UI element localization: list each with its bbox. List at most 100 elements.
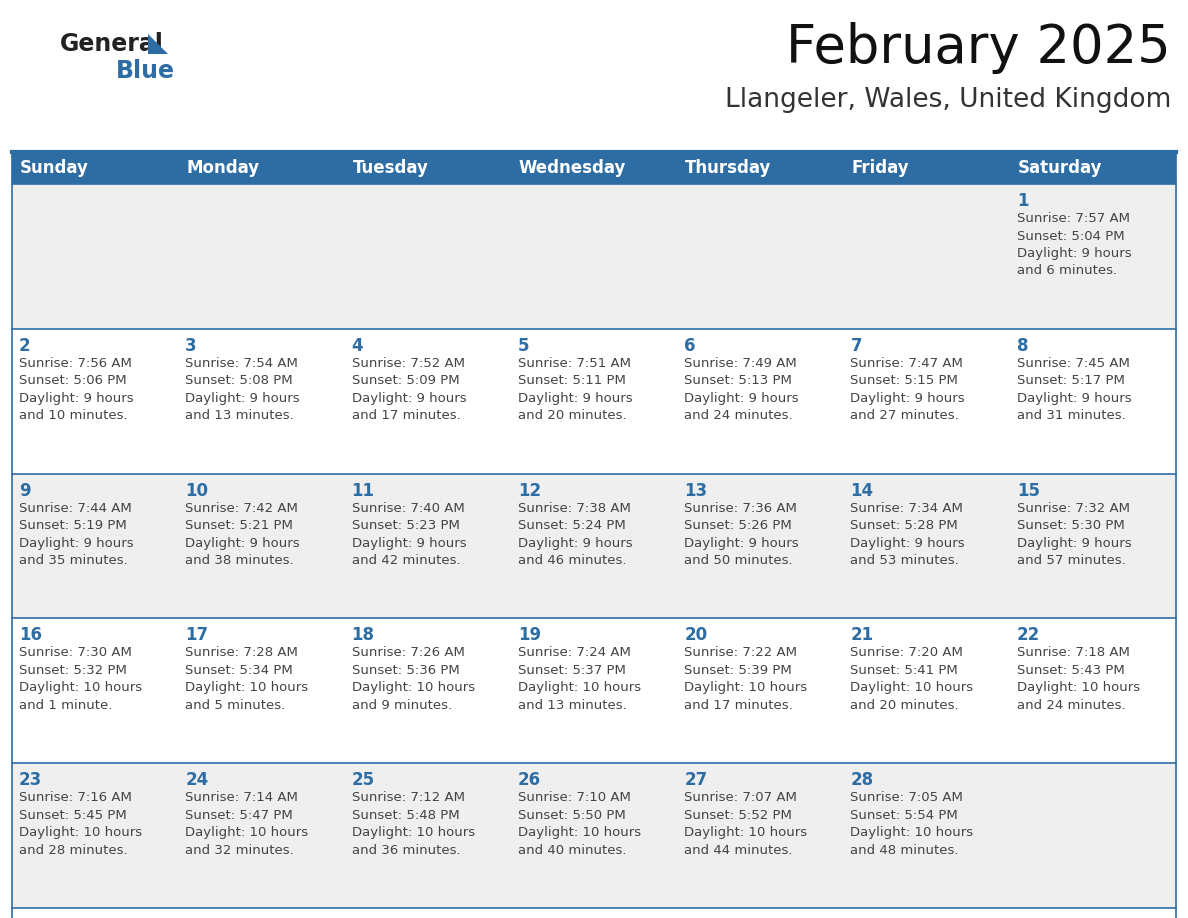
Text: 11: 11 <box>352 482 374 499</box>
Bar <box>12 152 1176 184</box>
Bar <box>178 763 345 908</box>
Text: 1: 1 <box>1017 192 1029 210</box>
Text: Sunrise: 7:24 AM
Sunset: 5:37 PM
Daylight: 10 hours
and 13 minutes.: Sunrise: 7:24 AM Sunset: 5:37 PM Dayligh… <box>518 646 642 711</box>
Bar <box>677 474 843 619</box>
Text: Thursday: Thursday <box>685 159 771 177</box>
Text: Wednesday: Wednesday <box>519 159 626 177</box>
Text: 15: 15 <box>1017 482 1040 499</box>
Text: 26: 26 <box>518 771 541 789</box>
Bar <box>511 763 677 908</box>
Bar <box>12 184 178 329</box>
Text: Monday: Monday <box>187 159 259 177</box>
Bar <box>843 329 1010 474</box>
Bar <box>843 619 1010 763</box>
Text: 5: 5 <box>518 337 530 354</box>
Bar <box>843 474 1010 619</box>
Bar <box>511 329 677 474</box>
Bar <box>511 474 677 619</box>
Polygon shape <box>148 34 168 54</box>
Text: Blue: Blue <box>116 59 175 83</box>
Text: Sunrise: 7:44 AM
Sunset: 5:19 PM
Daylight: 9 hours
and 35 minutes.: Sunrise: 7:44 AM Sunset: 5:19 PM Dayligh… <box>19 501 133 567</box>
Text: Llangeler, Wales, United Kingdom: Llangeler, Wales, United Kingdom <box>725 87 1171 113</box>
Text: Sunrise: 7:22 AM
Sunset: 5:39 PM
Daylight: 10 hours
and 17 minutes.: Sunrise: 7:22 AM Sunset: 5:39 PM Dayligh… <box>684 646 808 711</box>
Text: Sunrise: 7:20 AM
Sunset: 5:41 PM
Daylight: 10 hours
and 20 minutes.: Sunrise: 7:20 AM Sunset: 5:41 PM Dayligh… <box>851 646 973 711</box>
Bar <box>12 763 178 908</box>
Text: Sunrise: 7:49 AM
Sunset: 5:13 PM
Daylight: 9 hours
and 24 minutes.: Sunrise: 7:49 AM Sunset: 5:13 PM Dayligh… <box>684 357 798 422</box>
Text: 22: 22 <box>1017 626 1040 644</box>
Text: Tuesday: Tuesday <box>353 159 429 177</box>
Bar <box>345 184 511 329</box>
Text: February 2025: February 2025 <box>786 22 1171 74</box>
Bar <box>677 329 843 474</box>
Text: 16: 16 <box>19 626 42 644</box>
Bar <box>345 474 511 619</box>
Bar <box>178 329 345 474</box>
Bar <box>677 763 843 908</box>
Bar <box>843 763 1010 908</box>
Text: Sunrise: 7:30 AM
Sunset: 5:32 PM
Daylight: 10 hours
and 1 minute.: Sunrise: 7:30 AM Sunset: 5:32 PM Dayligh… <box>19 646 143 711</box>
Text: Sunrise: 7:26 AM
Sunset: 5:36 PM
Daylight: 10 hours
and 9 minutes.: Sunrise: 7:26 AM Sunset: 5:36 PM Dayligh… <box>352 646 475 711</box>
Text: 7: 7 <box>851 337 862 354</box>
Bar <box>677 619 843 763</box>
Text: Sunrise: 7:18 AM
Sunset: 5:43 PM
Daylight: 10 hours
and 24 minutes.: Sunrise: 7:18 AM Sunset: 5:43 PM Dayligh… <box>1017 646 1139 711</box>
Text: Sunrise: 7:32 AM
Sunset: 5:30 PM
Daylight: 9 hours
and 57 minutes.: Sunrise: 7:32 AM Sunset: 5:30 PM Dayligh… <box>1017 501 1131 567</box>
Bar <box>1010 763 1176 908</box>
Bar <box>345 329 511 474</box>
Bar <box>1010 474 1176 619</box>
Text: Sunrise: 7:42 AM
Sunset: 5:21 PM
Daylight: 9 hours
and 38 minutes.: Sunrise: 7:42 AM Sunset: 5:21 PM Dayligh… <box>185 501 299 567</box>
Text: Sunrise: 7:45 AM
Sunset: 5:17 PM
Daylight: 9 hours
and 31 minutes.: Sunrise: 7:45 AM Sunset: 5:17 PM Dayligh… <box>1017 357 1131 422</box>
Text: Sunrise: 7:16 AM
Sunset: 5:45 PM
Daylight: 10 hours
and 28 minutes.: Sunrise: 7:16 AM Sunset: 5:45 PM Dayligh… <box>19 791 143 856</box>
Text: 10: 10 <box>185 482 208 499</box>
Text: 8: 8 <box>1017 337 1029 354</box>
Bar <box>511 184 677 329</box>
Text: Sunrise: 7:34 AM
Sunset: 5:28 PM
Daylight: 9 hours
and 53 minutes.: Sunrise: 7:34 AM Sunset: 5:28 PM Dayligh… <box>851 501 965 567</box>
Text: 13: 13 <box>684 482 707 499</box>
Text: Saturday: Saturday <box>1018 159 1102 177</box>
Text: 6: 6 <box>684 337 696 354</box>
Text: 23: 23 <box>19 771 43 789</box>
Text: 24: 24 <box>185 771 209 789</box>
Text: Sunrise: 7:57 AM
Sunset: 5:04 PM
Daylight: 9 hours
and 6 minutes.: Sunrise: 7:57 AM Sunset: 5:04 PM Dayligh… <box>1017 212 1131 277</box>
Text: Sunrise: 7:14 AM
Sunset: 5:47 PM
Daylight: 10 hours
and 32 minutes.: Sunrise: 7:14 AM Sunset: 5:47 PM Dayligh… <box>185 791 309 856</box>
Text: 3: 3 <box>185 337 197 354</box>
Text: Sunrise: 7:38 AM
Sunset: 5:24 PM
Daylight: 9 hours
and 46 minutes.: Sunrise: 7:38 AM Sunset: 5:24 PM Dayligh… <box>518 501 632 567</box>
Text: 27: 27 <box>684 771 707 789</box>
Bar <box>12 329 178 474</box>
Text: 2: 2 <box>19 337 31 354</box>
Text: Sunrise: 7:05 AM
Sunset: 5:54 PM
Daylight: 10 hours
and 48 minutes.: Sunrise: 7:05 AM Sunset: 5:54 PM Dayligh… <box>851 791 973 856</box>
Text: 21: 21 <box>851 626 873 644</box>
Bar <box>677 184 843 329</box>
Text: Sunrise: 7:12 AM
Sunset: 5:48 PM
Daylight: 10 hours
and 36 minutes.: Sunrise: 7:12 AM Sunset: 5:48 PM Dayligh… <box>352 791 475 856</box>
Text: Sunrise: 7:47 AM
Sunset: 5:15 PM
Daylight: 9 hours
and 27 minutes.: Sunrise: 7:47 AM Sunset: 5:15 PM Dayligh… <box>851 357 965 422</box>
Text: 28: 28 <box>851 771 873 789</box>
Bar <box>178 474 345 619</box>
Bar <box>12 474 178 619</box>
Text: 18: 18 <box>352 626 374 644</box>
Bar <box>178 619 345 763</box>
Text: 12: 12 <box>518 482 541 499</box>
Text: Sunrise: 7:51 AM
Sunset: 5:11 PM
Daylight: 9 hours
and 20 minutes.: Sunrise: 7:51 AM Sunset: 5:11 PM Dayligh… <box>518 357 632 422</box>
Bar <box>1010 329 1176 474</box>
Text: Sunrise: 7:28 AM
Sunset: 5:34 PM
Daylight: 10 hours
and 5 minutes.: Sunrise: 7:28 AM Sunset: 5:34 PM Dayligh… <box>185 646 309 711</box>
Text: Sunrise: 7:10 AM
Sunset: 5:50 PM
Daylight: 10 hours
and 40 minutes.: Sunrise: 7:10 AM Sunset: 5:50 PM Dayligh… <box>518 791 642 856</box>
Bar <box>843 184 1010 329</box>
Text: 17: 17 <box>185 626 208 644</box>
Text: 20: 20 <box>684 626 707 644</box>
Bar <box>1010 619 1176 763</box>
Text: 19: 19 <box>518 626 541 644</box>
Text: 14: 14 <box>851 482 873 499</box>
Text: Sunrise: 7:52 AM
Sunset: 5:09 PM
Daylight: 9 hours
and 17 minutes.: Sunrise: 7:52 AM Sunset: 5:09 PM Dayligh… <box>352 357 466 422</box>
Bar <box>511 619 677 763</box>
Bar <box>178 184 345 329</box>
Bar <box>12 152 1176 918</box>
Text: Sunday: Sunday <box>20 159 89 177</box>
Bar <box>345 619 511 763</box>
Bar <box>345 763 511 908</box>
Text: Sunrise: 7:54 AM
Sunset: 5:08 PM
Daylight: 9 hours
and 13 minutes.: Sunrise: 7:54 AM Sunset: 5:08 PM Dayligh… <box>185 357 299 422</box>
Text: 9: 9 <box>19 482 31 499</box>
Text: Sunrise: 7:56 AM
Sunset: 5:06 PM
Daylight: 9 hours
and 10 minutes.: Sunrise: 7:56 AM Sunset: 5:06 PM Dayligh… <box>19 357 133 422</box>
Bar <box>1010 184 1176 329</box>
Text: Sunrise: 7:36 AM
Sunset: 5:26 PM
Daylight: 9 hours
and 50 minutes.: Sunrise: 7:36 AM Sunset: 5:26 PM Dayligh… <box>684 501 798 567</box>
Text: Sunrise: 7:07 AM
Sunset: 5:52 PM
Daylight: 10 hours
and 44 minutes.: Sunrise: 7:07 AM Sunset: 5:52 PM Dayligh… <box>684 791 808 856</box>
Text: Friday: Friday <box>852 159 909 177</box>
